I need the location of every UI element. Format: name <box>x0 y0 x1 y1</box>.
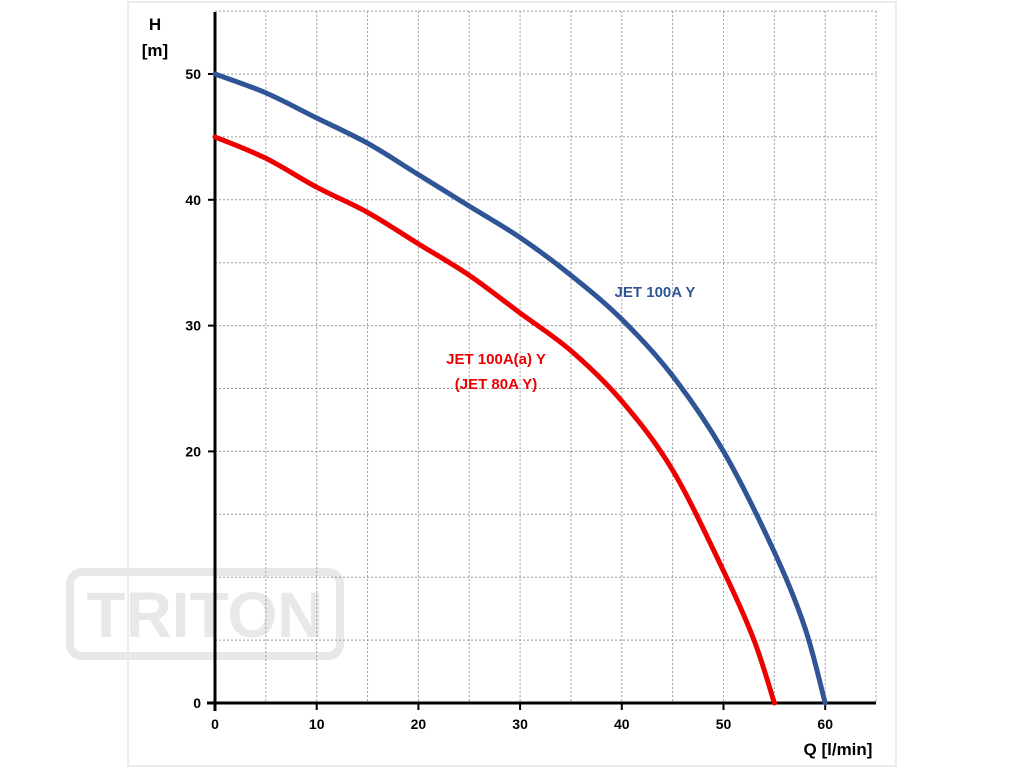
x-axis-label: Q [l/min] <box>804 740 873 759</box>
x-tick-label: 60 <box>817 716 833 732</box>
x-tick-label: 50 <box>716 716 732 732</box>
triton-watermark: TRITON <box>66 568 344 660</box>
series-line-jet-100a-a-y <box>212 134 777 706</box>
y-tick-label: 0 <box>193 695 201 711</box>
y-tick-label: 50 <box>185 66 201 82</box>
grid <box>215 10 877 703</box>
axes <box>207 12 877 711</box>
tick-labels: 0 10 20 30 40 50 60 0 20 30 40 50 <box>185 66 833 732</box>
x-tick-label: 0 <box>211 716 219 732</box>
x-tick-label: 10 <box>309 716 325 732</box>
series-label-jet-100a-y: JET 100A Y <box>615 284 696 301</box>
chart-border <box>127 1 897 767</box>
x-tick-label: 20 <box>411 716 427 732</box>
series-line-jet-100a-y <box>212 71 828 706</box>
y-axis-label-line2: [m] <box>142 41 168 60</box>
x-tick-label: 30 <box>512 716 528 732</box>
watermark-text: TRITON <box>86 579 323 651</box>
series-lines <box>212 71 828 706</box>
y-tick-label: 30 <box>185 318 201 334</box>
y-axis-label-line1: H <box>149 15 161 34</box>
x-tick-label: 40 <box>614 716 630 732</box>
y-tick-label: 20 <box>185 443 201 459</box>
series-label-jet-100a-a-y: JET 100A(a) Y <box>446 351 546 368</box>
series-label-jet-80a-y: (JET 80A Y) <box>455 376 538 393</box>
y-tick-label: 40 <box>185 192 201 208</box>
